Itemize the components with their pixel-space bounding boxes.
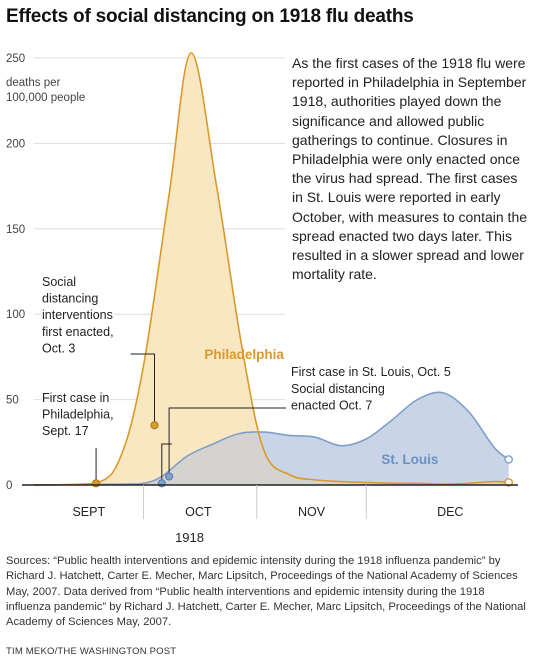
chart-labels: Philadelphia St. Louis Social distancing int… (41, 274, 451, 468)
y-tick-label: 50 (6, 395, 19, 407)
annotation-leaders (95, 353, 286, 484)
annotation-phl-sd: distancing (42, 292, 98, 306)
credit-line: TIM MEKO/THE WASHINGTON POST (6, 646, 177, 657)
narrative-text: As the first cases of the 1918 flu were … (292, 55, 528, 283)
plot-areas (34, 52, 509, 485)
annotation-phl-first: Sept. 17 (42, 424, 89, 438)
marker-phl-end (504, 478, 513, 487)
y-tick-label: 250 (6, 53, 25, 65)
y-tick-label: 150 (6, 224, 25, 236)
y-axis-title: 100,000 people (6, 92, 85, 104)
annotation-stl-sd: enacted Oct. 7 (291, 399, 372, 413)
series-label-philadelphia: Philadelphia (204, 347, 284, 362)
st-louis-line (33, 391, 510, 486)
x-tick-label: OCT (185, 505, 212, 519)
marker-stl-first-case (157, 479, 166, 488)
y-tick-label: 200 (6, 138, 25, 150)
leader-stl-sd (168, 407, 286, 477)
chart-title: Effects of social distancing on 1918 flu… (6, 6, 414, 27)
marker-phl-first-case (91, 479, 101, 488)
x-axis-title: 1918 (175, 530, 204, 545)
st-louis-area (34, 392, 509, 485)
series-label-st-louis: St. Louis (381, 452, 438, 467)
y-tick-label: 100 (6, 309, 25, 321)
annotation-phl-sd: Social (42, 275, 76, 289)
marker-phl-distancing (150, 421, 159, 430)
annotation-phl-sd: Oct. 3 (42, 341, 75, 355)
leader-stl-first (161, 443, 172, 484)
philadelphia-area (34, 52, 509, 485)
x-axis: SEPT OCT NOV DEC 1918 (22, 484, 518, 545)
leader-phl-sd (130, 353, 155, 426)
x-tick-label: DEC (437, 505, 463, 519)
annotation-phl-first: Philadelphia, (42, 408, 114, 422)
y-axis-title: deaths per (6, 77, 61, 89)
y-tick-label: 0 (6, 480, 12, 492)
marker-stl-end (504, 455, 513, 464)
annotation-phl-sd: first enacted, (42, 325, 114, 339)
annotation-stl-sd: Social distancing (291, 382, 385, 396)
annotation-stl-first: First case in St. Louis, Oct. 5 (291, 365, 451, 379)
annotation-phl-sd: interventions (42, 308, 113, 322)
marker-stl-distancing (165, 472, 174, 481)
y-axis: 0 50 100 150 200 250 deaths per 100,000 people (6, 53, 85, 492)
annotation-phl-first: First case in (42, 391, 109, 405)
x-tick-label: NOV (298, 505, 326, 519)
x-tick-label: SEPT (72, 505, 105, 519)
sources-note: Sources: “Public health interventions an… (6, 555, 526, 629)
